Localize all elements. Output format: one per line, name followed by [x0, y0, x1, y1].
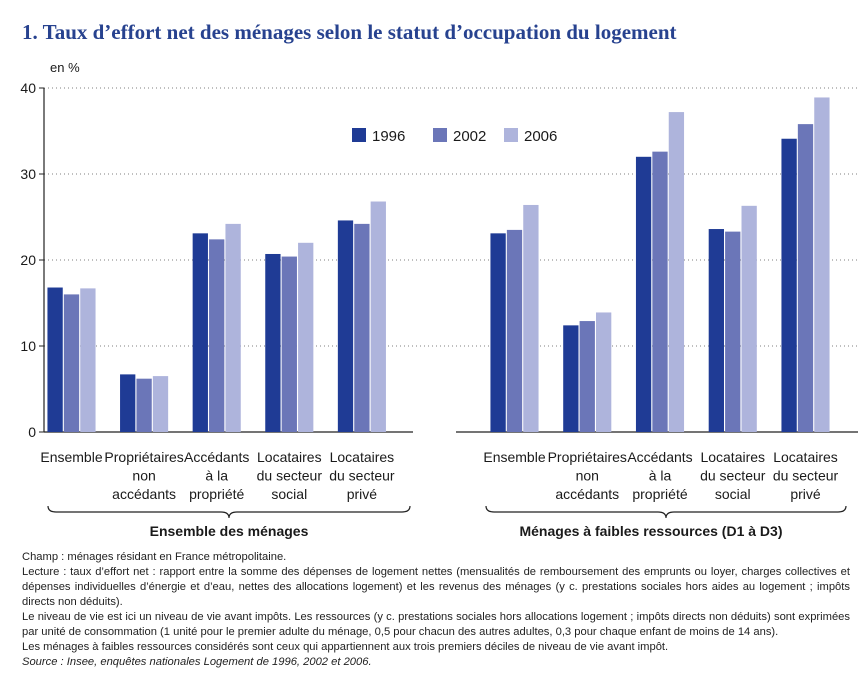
bar-2006 [370, 201, 386, 432]
bar-2006 [814, 97, 830, 433]
x-category-label: accédants [112, 486, 176, 502]
group-brace [47, 505, 411, 519]
note-niveau-de-vie: Le niveau de vie est ici un niveau de vi… [22, 611, 850, 638]
bar-2002 [725, 231, 741, 432]
x-category-label: privé [347, 486, 378, 502]
bar-2002 [354, 223, 370, 432]
chart-title: 1. Taux d’effort net des ménages selon l… [22, 20, 677, 44]
legend-swatch-2006 [504, 128, 518, 142]
legend-swatch-2002 [433, 128, 447, 142]
y-tick-label: 10 [20, 338, 36, 354]
bar-2002 [281, 256, 297, 432]
note-champ: Champ : ménages résidant en France métro… [22, 551, 287, 563]
x-category-label: Propriétaires [104, 449, 183, 465]
x-category-label: non [132, 468, 155, 484]
x-category-label: Accédants [627, 449, 692, 465]
x-category-label: non [576, 468, 599, 484]
x-category-label: du secteur [700, 468, 766, 484]
bar-2002 [579, 321, 595, 432]
bar-1996 [265, 253, 281, 432]
bar-1996 [563, 325, 579, 432]
y-tick-label: 20 [20, 252, 36, 268]
bar-1996 [337, 220, 354, 432]
bar-2002 [652, 151, 668, 432]
x-category-label: propriété [632, 486, 687, 502]
x-category-label: Accédants [184, 449, 249, 465]
x-category-label: social [715, 486, 751, 502]
bar-2002 [136, 378, 152, 432]
bar-2006 [668, 112, 685, 432]
x-category-label: Propriétaires [548, 449, 627, 465]
x-category-label: privé [790, 486, 821, 502]
x-category-label: à la [649, 468, 672, 484]
y-axis-unit-label: en % [50, 60, 80, 75]
bar-2006 [741, 205, 757, 432]
group-label: Ensemble des ménages [150, 523, 309, 539]
note-faibles-ressources: Les ménages à faibles ressources considé… [22, 641, 669, 653]
group-label: Ménages à faibles ressources (D1 à D3) [519, 523, 782, 539]
x-category-label: social [271, 486, 307, 502]
legend-label-2002: 2002 [453, 128, 486, 145]
note-lecture: Lecture : taux d’effort net : rapport en… [22, 566, 850, 608]
bar-2002 [506, 229, 523, 432]
bar-1996 [635, 156, 652, 433]
bar-2006 [152, 376, 169, 432]
chart-notes: Champ : ménages résidant en France métro… [22, 550, 850, 670]
bar-2002 [797, 124, 814, 433]
x-category-label: Ensemble [40, 449, 102, 465]
bar-2006 [523, 204, 539, 432]
bar-2006 [225, 223, 241, 432]
bar-1996 [490, 233, 506, 432]
group-brace [485, 505, 847, 519]
y-tick-label: 0 [28, 424, 36, 440]
bar-2002 [209, 239, 225, 432]
x-category-label: accédants [555, 486, 619, 502]
bar-1996 [708, 229, 724, 432]
x-category-label: Locataires [700, 449, 765, 465]
x-category-label: du secteur [773, 468, 839, 484]
bar-1996 [47, 287, 63, 432]
legend-label-1996: 1996 [372, 128, 405, 145]
y-tick-label: 30 [20, 166, 36, 182]
x-category-label: du secteur [329, 468, 395, 484]
x-category-label: propriété [189, 486, 244, 502]
y-tick-label: 40 [20, 80, 36, 96]
bar-2006 [298, 242, 314, 432]
bar-2006 [80, 288, 96, 432]
legend-label-2006: 2006 [524, 128, 557, 145]
x-category-label: Locataires [330, 449, 395, 465]
x-category-label: à la [205, 468, 228, 484]
x-category-label: Locataires [773, 449, 838, 465]
x-category-label: Locataires [257, 449, 322, 465]
bar-1996 [781, 138, 797, 433]
bar-1996 [120, 374, 136, 432]
note-source: Source : Insee, enquêtes nationales Loge… [22, 656, 372, 668]
bar-1996 [192, 233, 208, 432]
x-category-label: du secteur [257, 468, 323, 484]
bar-2002 [63, 294, 80, 432]
legend-swatch-1996 [352, 128, 366, 142]
x-category-label: Ensemble [483, 449, 545, 465]
bar-2006 [596, 312, 612, 432]
